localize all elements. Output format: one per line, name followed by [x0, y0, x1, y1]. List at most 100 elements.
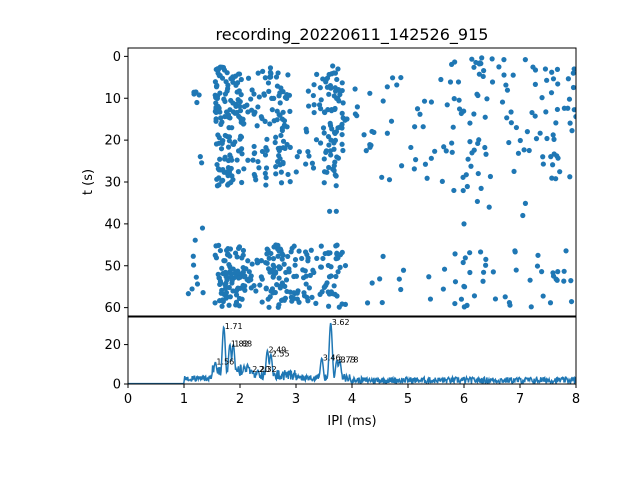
raster-point: [521, 147, 527, 153]
raster-point: [555, 155, 561, 161]
raster-point: [444, 102, 450, 108]
raster-point: [226, 134, 233, 140]
raster-point: [221, 67, 228, 73]
raster-point: [563, 248, 569, 254]
raster-point: [379, 174, 385, 180]
raster-point: [544, 135, 550, 142]
raster-point: [217, 280, 224, 286]
raster-point: [314, 71, 320, 77]
raster-point: [219, 178, 225, 184]
raster-point: [276, 264, 282, 270]
raster-point: [265, 80, 272, 86]
raster-point: [237, 103, 243, 109]
raster-point: [263, 182, 269, 188]
raster-point: [236, 303, 242, 309]
raster-point: [249, 261, 255, 267]
raster-point: [325, 262, 331, 269]
raster-point: [272, 139, 278, 146]
raster-point: [363, 148, 369, 154]
raster-point: [230, 100, 236, 106]
raster-point: [339, 131, 345, 138]
raster-point: [269, 107, 275, 113]
raster-point: [326, 142, 332, 148]
raster-point: [285, 171, 291, 178]
raster-point: [213, 255, 220, 261]
raster-point: [492, 296, 499, 302]
raster-point: [310, 165, 317, 171]
histogram-x-tick-label: 5: [404, 392, 412, 407]
raster-point: [305, 255, 311, 261]
raster-y-axis-label: t (s): [81, 169, 96, 195]
raster-point: [264, 136, 270, 142]
raster-point: [331, 139, 337, 145]
raster-point: [279, 280, 285, 286]
raster-point: [550, 132, 556, 138]
raster-point: [324, 75, 331, 81]
raster-point: [276, 148, 282, 154]
raster-point: [283, 277, 290, 283]
raster-point: [227, 246, 234, 252]
raster-point: [318, 264, 324, 270]
raster-point: [216, 242, 222, 248]
raster-point: [331, 283, 337, 289]
raster-point: [553, 120, 559, 126]
chart-title: recording_20220611_142526_915: [216, 25, 489, 45]
raster-point: [471, 147, 477, 153]
raster-point: [510, 72, 516, 78]
raster-point: [248, 96, 254, 102]
raster-point: [232, 139, 238, 145]
raster-point: [234, 157, 240, 163]
raster-point: [452, 251, 458, 257]
raster-point: [327, 120, 333, 126]
raster-point: [328, 85, 334, 91]
histogram-peak-label: 1.88: [234, 340, 252, 349]
raster-point: [306, 153, 312, 159]
raster-y-tick-label: 40: [104, 217, 121, 232]
raster-point: [267, 269, 273, 275]
raster-point: [240, 282, 246, 289]
raster-point: [296, 299, 302, 305]
raster-point: [275, 70, 281, 76]
raster-point: [309, 160, 315, 166]
raster-point: [481, 68, 487, 74]
raster-point: [458, 296, 465, 302]
raster-point: [268, 74, 274, 80]
raster-point: [354, 113, 360, 119]
raster-y-tick-label: 60: [104, 301, 121, 316]
raster-point: [254, 257, 260, 263]
raster-point: [304, 294, 310, 301]
raster-point: [424, 175, 430, 181]
raster-point: [225, 144, 232, 150]
raster-point: [274, 108, 280, 114]
histogram-peak-label: 3.73: [338, 355, 356, 364]
raster-point: [303, 281, 309, 287]
raster-point: [264, 147, 270, 153]
raster-point: [427, 296, 434, 302]
raster-point: [306, 103, 312, 109]
raster-point: [286, 269, 292, 275]
raster-point: [477, 60, 483, 66]
raster-point: [533, 136, 540, 142]
raster-point: [226, 284, 232, 291]
raster-point: [449, 61, 455, 67]
raster-point: [461, 283, 467, 289]
raster-point: [194, 99, 200, 106]
raster-point: [279, 125, 286, 131]
raster-point: [451, 96, 457, 102]
raster-point: [458, 110, 464, 117]
raster-point: [267, 69, 273, 75]
raster-point: [285, 253, 291, 260]
raster-point: [336, 98, 342, 104]
raster-point: [490, 269, 496, 275]
raster-point: [570, 84, 576, 91]
raster-point: [287, 179, 293, 185]
raster-point: [331, 167, 337, 174]
raster-point: [332, 105, 338, 112]
raster-point: [280, 159, 286, 166]
raster-point: [251, 171, 257, 178]
raster-point: [256, 165, 262, 171]
histogram-peak-label: 1.56: [216, 357, 234, 366]
raster-point: [196, 92, 202, 98]
raster-point: [476, 71, 482, 77]
